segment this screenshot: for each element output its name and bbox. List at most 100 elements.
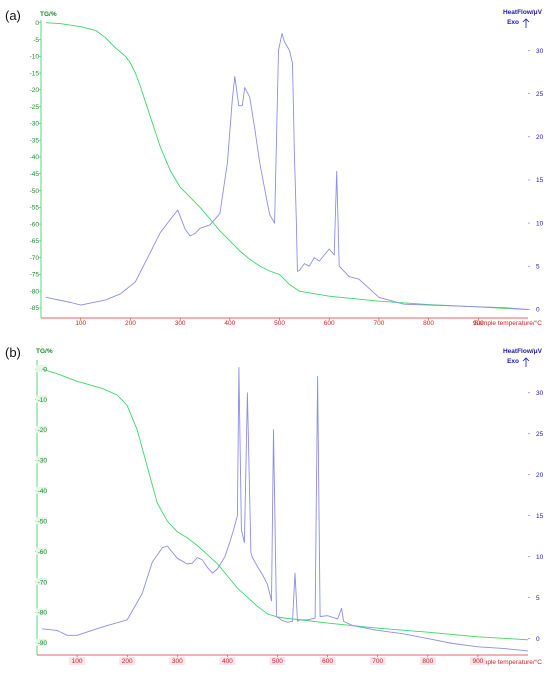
panel-b-left-tick-label: -30 [38, 458, 48, 465]
panel-a-left-tick-label: -60 [30, 221, 40, 228]
panel-a-left-tick-label: -45 [30, 171, 40, 178]
panel-b-right-tick-label: 30 [536, 390, 544, 397]
panel-a-x-tick-label: 100 [75, 320, 86, 327]
panel-a-left-tick-label: -40 [30, 154, 40, 161]
panel-b-left-tick-bg [36, 517, 47, 525]
panel-a-right-axis-title: HeatFlow/μV [503, 9, 543, 16]
panel-a-label: (a) [5, 8, 21, 23]
panel-a-left-tick-label: -35 [30, 137, 40, 144]
panel-b-plot: 0-10-20-30-40-50-60-70-80-90051015202530… [35, 365, 544, 665]
panel-b-left-tick-bg [36, 608, 47, 616]
panel-b-x-tick-bg [369, 657, 386, 665]
panel-b-exo-arrow-icon [522, 357, 530, 367]
panel-a-left-tick-label: -85 [30, 305, 40, 312]
panel-a-right-tick-label: 0 [536, 307, 540, 314]
panel-b-left-tick-label: -20 [38, 427, 48, 434]
panel-b-x-tick-bg [69, 657, 86, 665]
panel-a: (a) TG/% HeatFlow/μV Exo Sample temperat… [5, 8, 544, 328]
panel-a-exo-arrow-icon [522, 18, 530, 28]
panel-a-x-tick-label: 200 [125, 320, 136, 327]
panel-b-x-tick-label: 400 [222, 658, 233, 665]
panel-a-left-tick-label: -5 [33, 37, 39, 44]
panel-b-left-tick-label: -90 [38, 640, 48, 647]
panel-b-left-tick-label: -70 [38, 579, 48, 586]
panel-b-x-tick-label: 100 [72, 658, 83, 665]
panel-a-left-axis-title: TG/% [40, 11, 57, 18]
panel-b-left-tick-label: -40 [38, 488, 48, 495]
panel-b: (b) TG/% HeatFlow/μV Exo Sample temperat… [5, 345, 544, 670]
panel-a-left-tick-label: -65 [30, 238, 40, 245]
panel-b-left-tick-bg [36, 486, 47, 494]
panel-b-x-tick-bg [219, 657, 236, 665]
panel-a-plot: 0 -5 -10 -15 -20 -25 -30 -35 -40 -45 -50 -55 -60 -65 -… [30, 20, 544, 327]
panel-b-left-axis-title: TG/% [36, 348, 53, 355]
panel-b-left-tick-bg [36, 578, 47, 586]
panel-b-left-tick-bg [36, 365, 47, 373]
panel-b-left-tick-bg [36, 395, 47, 403]
panel-a-right-tick-label: 30 [536, 48, 544, 55]
panel-b-heatflow-curve [41, 366, 529, 652]
panel-b-x-tick-bg [419, 657, 436, 665]
panel-b-left-tick-bg [36, 638, 47, 646]
panel-b-x-axis-title: Sample temperature/°C [474, 658, 542, 666]
panel-b-x-tick-bg [269, 657, 286, 665]
panel-a-left-tick-label: -75 [30, 272, 40, 279]
panel-a-right-tick-label: 15 [536, 177, 544, 184]
panel-a-left-tick-label: -25 [30, 104, 40, 111]
panel-a-right-tick-label: 10 [536, 220, 544, 227]
panel-b-left-tick-label: -50 [38, 518, 48, 525]
panel-a-tg-curve [45, 22, 529, 311]
panel-a-right-tick-label: 20 [536, 134, 544, 141]
panel-b-x-tick-label: 200 [122, 658, 133, 665]
panel-b-left-tick-label: -60 [38, 549, 48, 556]
panel-b-right-tick-label: 25 [536, 431, 544, 438]
panel-a-left-tick-label: -55 [30, 205, 40, 212]
panel-b-right-tick-label: 10 [536, 554, 544, 561]
panel-b-right-tick-label: 0 [536, 636, 540, 643]
panel-a-background [38, 8, 528, 328]
panel-a-left-tick-label: -10 [30, 54, 40, 61]
panel-b-right-tick-label: 5 [536, 595, 540, 602]
panel-a-x-tick-label: 300 [175, 320, 186, 327]
panel-b-x-tick-label: 800 [422, 658, 433, 665]
panel-b-right-tick-label: 15 [536, 513, 544, 520]
panel-a-x-axis-title: Sample temperature/°C [474, 319, 542, 327]
panel-a-left-tick-label: -15 [30, 70, 40, 77]
panel-b-exo-label: Exo [507, 358, 519, 365]
panel-a-x-tick-label: 600 [324, 320, 335, 327]
panel-a-right-tick-label: 25 [536, 91, 544, 98]
panel-a-x-tick-label: 700 [373, 320, 384, 327]
panel-a-left-tick-label: -20 [30, 87, 40, 94]
panel-a-left-tick-label: 0 [35, 20, 39, 27]
panel-b-left-tick-bg [36, 456, 47, 464]
panel-b-background [38, 345, 528, 670]
panel-b-x-tick-bg [119, 657, 136, 665]
panel-a-left-tick-label: -80 [30, 288, 40, 295]
panel-a-x-tick-label: 900 [473, 320, 484, 327]
panel-b-left-tick-label: -10 [38, 397, 48, 404]
panel-b-x-tick-label: 700 [372, 658, 383, 665]
panel-a-x-tick-label: 500 [274, 320, 285, 327]
panel-a-right-tick-label: 5 [536, 264, 540, 271]
panel-b-x-tick-label: 500 [272, 658, 283, 665]
panel-b-x-tick-bg [469, 657, 486, 665]
panel-b-x-tick-label: 900 [472, 658, 483, 665]
panel-b-left-tick-bg [36, 547, 47, 555]
panel-a-left-tick-label: -50 [30, 188, 40, 195]
panel-b-left-tick-bg [36, 425, 47, 433]
panel-a-exo-label: Exo [507, 19, 519, 26]
panel-a-x-tick-label: 400 [224, 320, 235, 327]
panel-b-x-tick-bg [169, 657, 186, 665]
panel-a-heatflow-curve [45, 32, 529, 310]
panel-b-label: (b) [5, 345, 21, 360]
panel-b-x-tick-label: 600 [322, 658, 333, 665]
panel-a-left-tick-label: -70 [30, 255, 40, 262]
panel-b-left-tick-label: -80 [38, 610, 48, 617]
panel-b-x-tick-label: 300 [172, 658, 183, 665]
panel-a-x-tick-label: 800 [423, 320, 434, 327]
panel-b-right-axis-title: HeatFlow/μV [503, 348, 543, 355]
panel-b-tg-curve [41, 368, 529, 641]
panel-a-left-tick-label: -30 [30, 121, 40, 128]
panel-b-x-tick-bg [319, 657, 336, 665]
